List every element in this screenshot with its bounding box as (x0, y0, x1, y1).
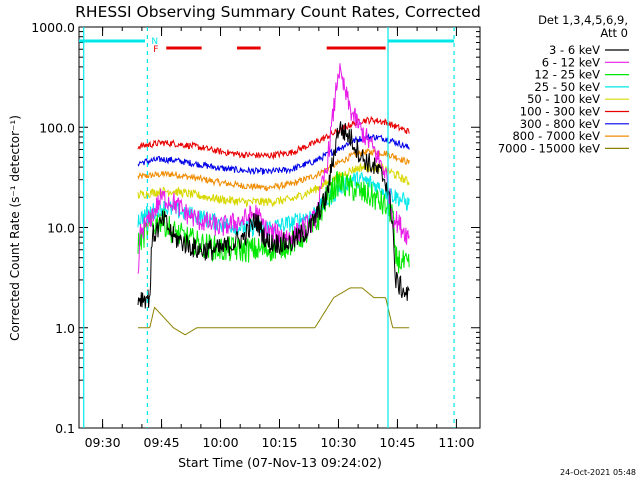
legend-label: 12 - 25 keV (534, 68, 600, 82)
y-tick-label: 10.0 (47, 221, 75, 236)
plot-frame (78, 26, 481, 429)
legend-label: 3 - 6 keV (549, 43, 600, 57)
legend-label: 6 - 12 keV (542, 55, 600, 69)
legend-label: 25 - 50 keV (534, 80, 600, 94)
series-line (137, 170, 410, 274)
timestamp: 24-Oct-2021 05:48 (560, 468, 636, 477)
legend-header-1: Det 1,3,4,5,6,9, (538, 13, 628, 27)
chart-title: RHESSI Observing Summary Count Rates, Co… (75, 3, 481, 21)
series-line (138, 287, 410, 336)
x-axis-label: Start Time (07-Nov-13 09:24:02) (178, 455, 382, 470)
y-tick-label: 1.0 (55, 321, 75, 336)
y-tick-label: 0.1 (55, 421, 75, 436)
y-tick-label: 100.0 (39, 120, 75, 135)
x-tick-label: 11:00 (438, 435, 474, 450)
series-line (137, 121, 410, 309)
series-line (137, 63, 410, 274)
y-tick-label: 1000.0 (31, 20, 75, 35)
series-line (137, 162, 410, 208)
x-tick-label: 10:45 (379, 435, 415, 450)
series-line (137, 147, 410, 192)
legend-label: 300 - 800 keV (520, 117, 600, 131)
legend-label: 100 - 300 keV (520, 105, 600, 119)
y-axis-label: Corrected Count Rate (s⁻¹ detector⁻¹) (8, 115, 22, 341)
plot-area: 0.1 1.0 10.0 100.0 1000.0 09:30 09:45 10:00 10:1… (31, 20, 481, 450)
x-tick-label: 09:30 (85, 435, 121, 450)
x-tick-label: 10:00 (203, 435, 239, 450)
x-tick-label: 10:30 (320, 435, 356, 450)
series-line (137, 115, 410, 161)
x-tick-label: 10:15 (261, 435, 297, 450)
legend-label: 800 - 7000 keV (512, 129, 600, 143)
flare-label: F (153, 45, 158, 55)
legend-header-2: Att 0 (600, 26, 628, 40)
legend-label: 50 - 100 keV (527, 92, 600, 106)
x-tick-label: 09:45 (144, 435, 180, 450)
night-label: N (151, 37, 158, 47)
legend-label: 7000 - 15000 keV (498, 141, 600, 155)
